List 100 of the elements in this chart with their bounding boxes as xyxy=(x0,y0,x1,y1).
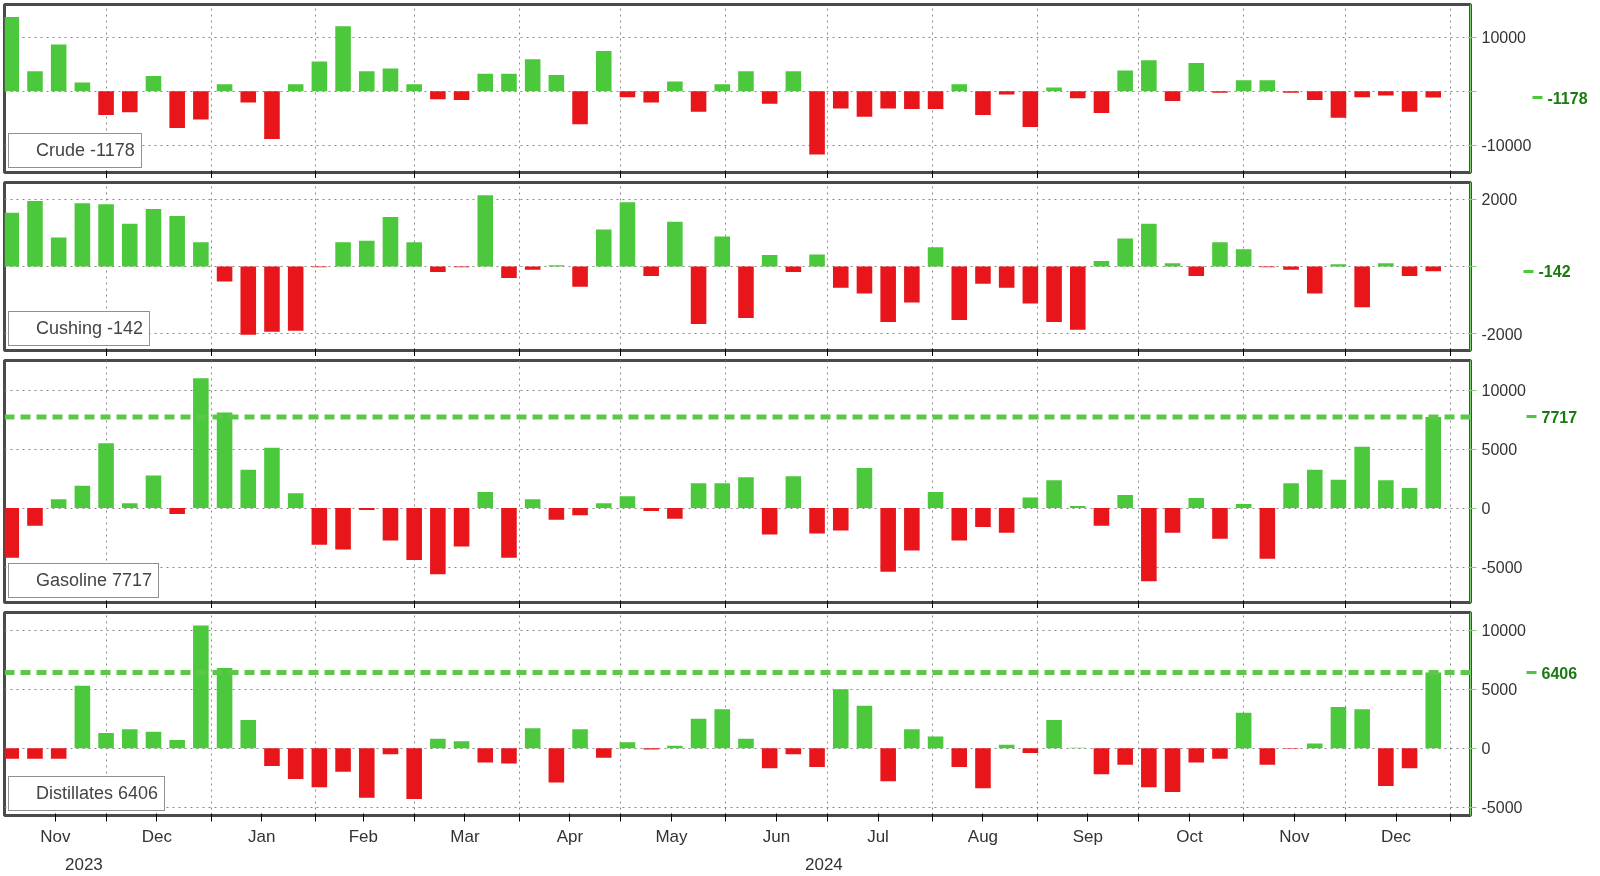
bar xyxy=(121,503,138,509)
bar xyxy=(430,91,446,100)
bar xyxy=(595,748,612,758)
bar xyxy=(382,748,399,755)
bar xyxy=(145,475,162,509)
bar xyxy=(27,71,43,92)
bar xyxy=(832,508,849,531)
bar xyxy=(904,508,920,551)
x-tick-label: May xyxy=(655,826,689,846)
bar xyxy=(1188,266,1205,276)
bar xyxy=(145,76,162,92)
bar xyxy=(501,73,517,92)
bar xyxy=(904,729,920,749)
bar xyxy=(50,748,67,759)
bar xyxy=(74,485,91,509)
x-tick-label: Jan xyxy=(248,826,276,846)
bar xyxy=(1330,479,1347,509)
bar xyxy=(809,254,825,267)
y-tick-label: 2000 xyxy=(1481,191,1518,209)
bar xyxy=(406,84,422,92)
bar xyxy=(4,16,20,92)
bar xyxy=(1235,249,1252,267)
bar xyxy=(975,748,991,789)
bar xyxy=(50,499,67,509)
bar xyxy=(714,84,731,92)
bar xyxy=(548,508,565,520)
bar xyxy=(264,447,280,509)
bar xyxy=(785,476,802,509)
bar xyxy=(975,508,991,527)
y-tick-label: 0 xyxy=(1481,740,1491,758)
bar xyxy=(1259,748,1276,765)
bar xyxy=(856,91,873,117)
text: 7717 xyxy=(1541,408,1578,426)
bar xyxy=(1283,266,1299,270)
x-tick-label: Aug xyxy=(967,826,999,846)
bar xyxy=(690,91,707,112)
bar xyxy=(193,91,209,120)
bar xyxy=(74,203,91,267)
bar xyxy=(121,91,138,113)
bar xyxy=(193,242,209,267)
bar xyxy=(287,748,304,779)
bar xyxy=(406,748,422,799)
bar xyxy=(643,508,659,512)
bar xyxy=(1093,748,1110,775)
bar xyxy=(1354,709,1370,749)
bar xyxy=(311,61,328,92)
bar xyxy=(761,508,778,535)
bar xyxy=(572,91,588,125)
bar xyxy=(145,209,162,267)
bar xyxy=(524,728,541,749)
bar xyxy=(98,91,114,116)
bar xyxy=(382,508,399,541)
bar xyxy=(1069,91,1086,99)
bar xyxy=(1046,719,1062,749)
bar xyxy=(548,748,565,783)
bar xyxy=(951,266,968,320)
bar xyxy=(477,73,494,92)
bar xyxy=(1022,266,1039,304)
x-tick-label: Nov xyxy=(40,826,71,846)
bar xyxy=(1259,508,1276,559)
bar xyxy=(714,709,731,749)
bar xyxy=(358,71,375,92)
bar xyxy=(1046,87,1062,92)
bar xyxy=(1425,91,1442,98)
bar xyxy=(619,202,636,267)
x-tick-label: Oct xyxy=(1176,826,1203,846)
y-tick-label: -5000 xyxy=(1481,799,1523,817)
bar xyxy=(335,26,351,92)
bar xyxy=(453,91,470,100)
bar xyxy=(1378,480,1394,509)
bar xyxy=(1378,91,1394,96)
bar xyxy=(4,748,20,759)
bar xyxy=(216,412,233,509)
x-tick-label: Nov xyxy=(1279,826,1311,846)
bar xyxy=(951,508,968,541)
bar xyxy=(430,266,446,272)
bar xyxy=(169,508,185,514)
bar xyxy=(27,200,43,267)
text: 2024 xyxy=(805,854,843,876)
bar xyxy=(1212,748,1228,759)
bar xyxy=(1306,91,1323,100)
text: 6406 xyxy=(1541,664,1578,682)
bar xyxy=(264,91,280,139)
bar xyxy=(358,748,375,798)
bar xyxy=(1401,748,1418,769)
bar xyxy=(880,91,896,109)
bar xyxy=(761,91,778,104)
bar xyxy=(1069,266,1086,330)
bar xyxy=(809,508,825,534)
bar xyxy=(1141,223,1157,267)
bar xyxy=(193,378,209,509)
bar xyxy=(27,508,43,526)
bar xyxy=(501,748,517,764)
bar xyxy=(335,508,351,550)
bar xyxy=(1117,70,1133,92)
y-tick-label: 10000 xyxy=(1481,382,1527,400)
bar xyxy=(690,718,707,749)
bar xyxy=(832,266,849,288)
bar xyxy=(1330,706,1347,749)
bar xyxy=(406,242,422,267)
